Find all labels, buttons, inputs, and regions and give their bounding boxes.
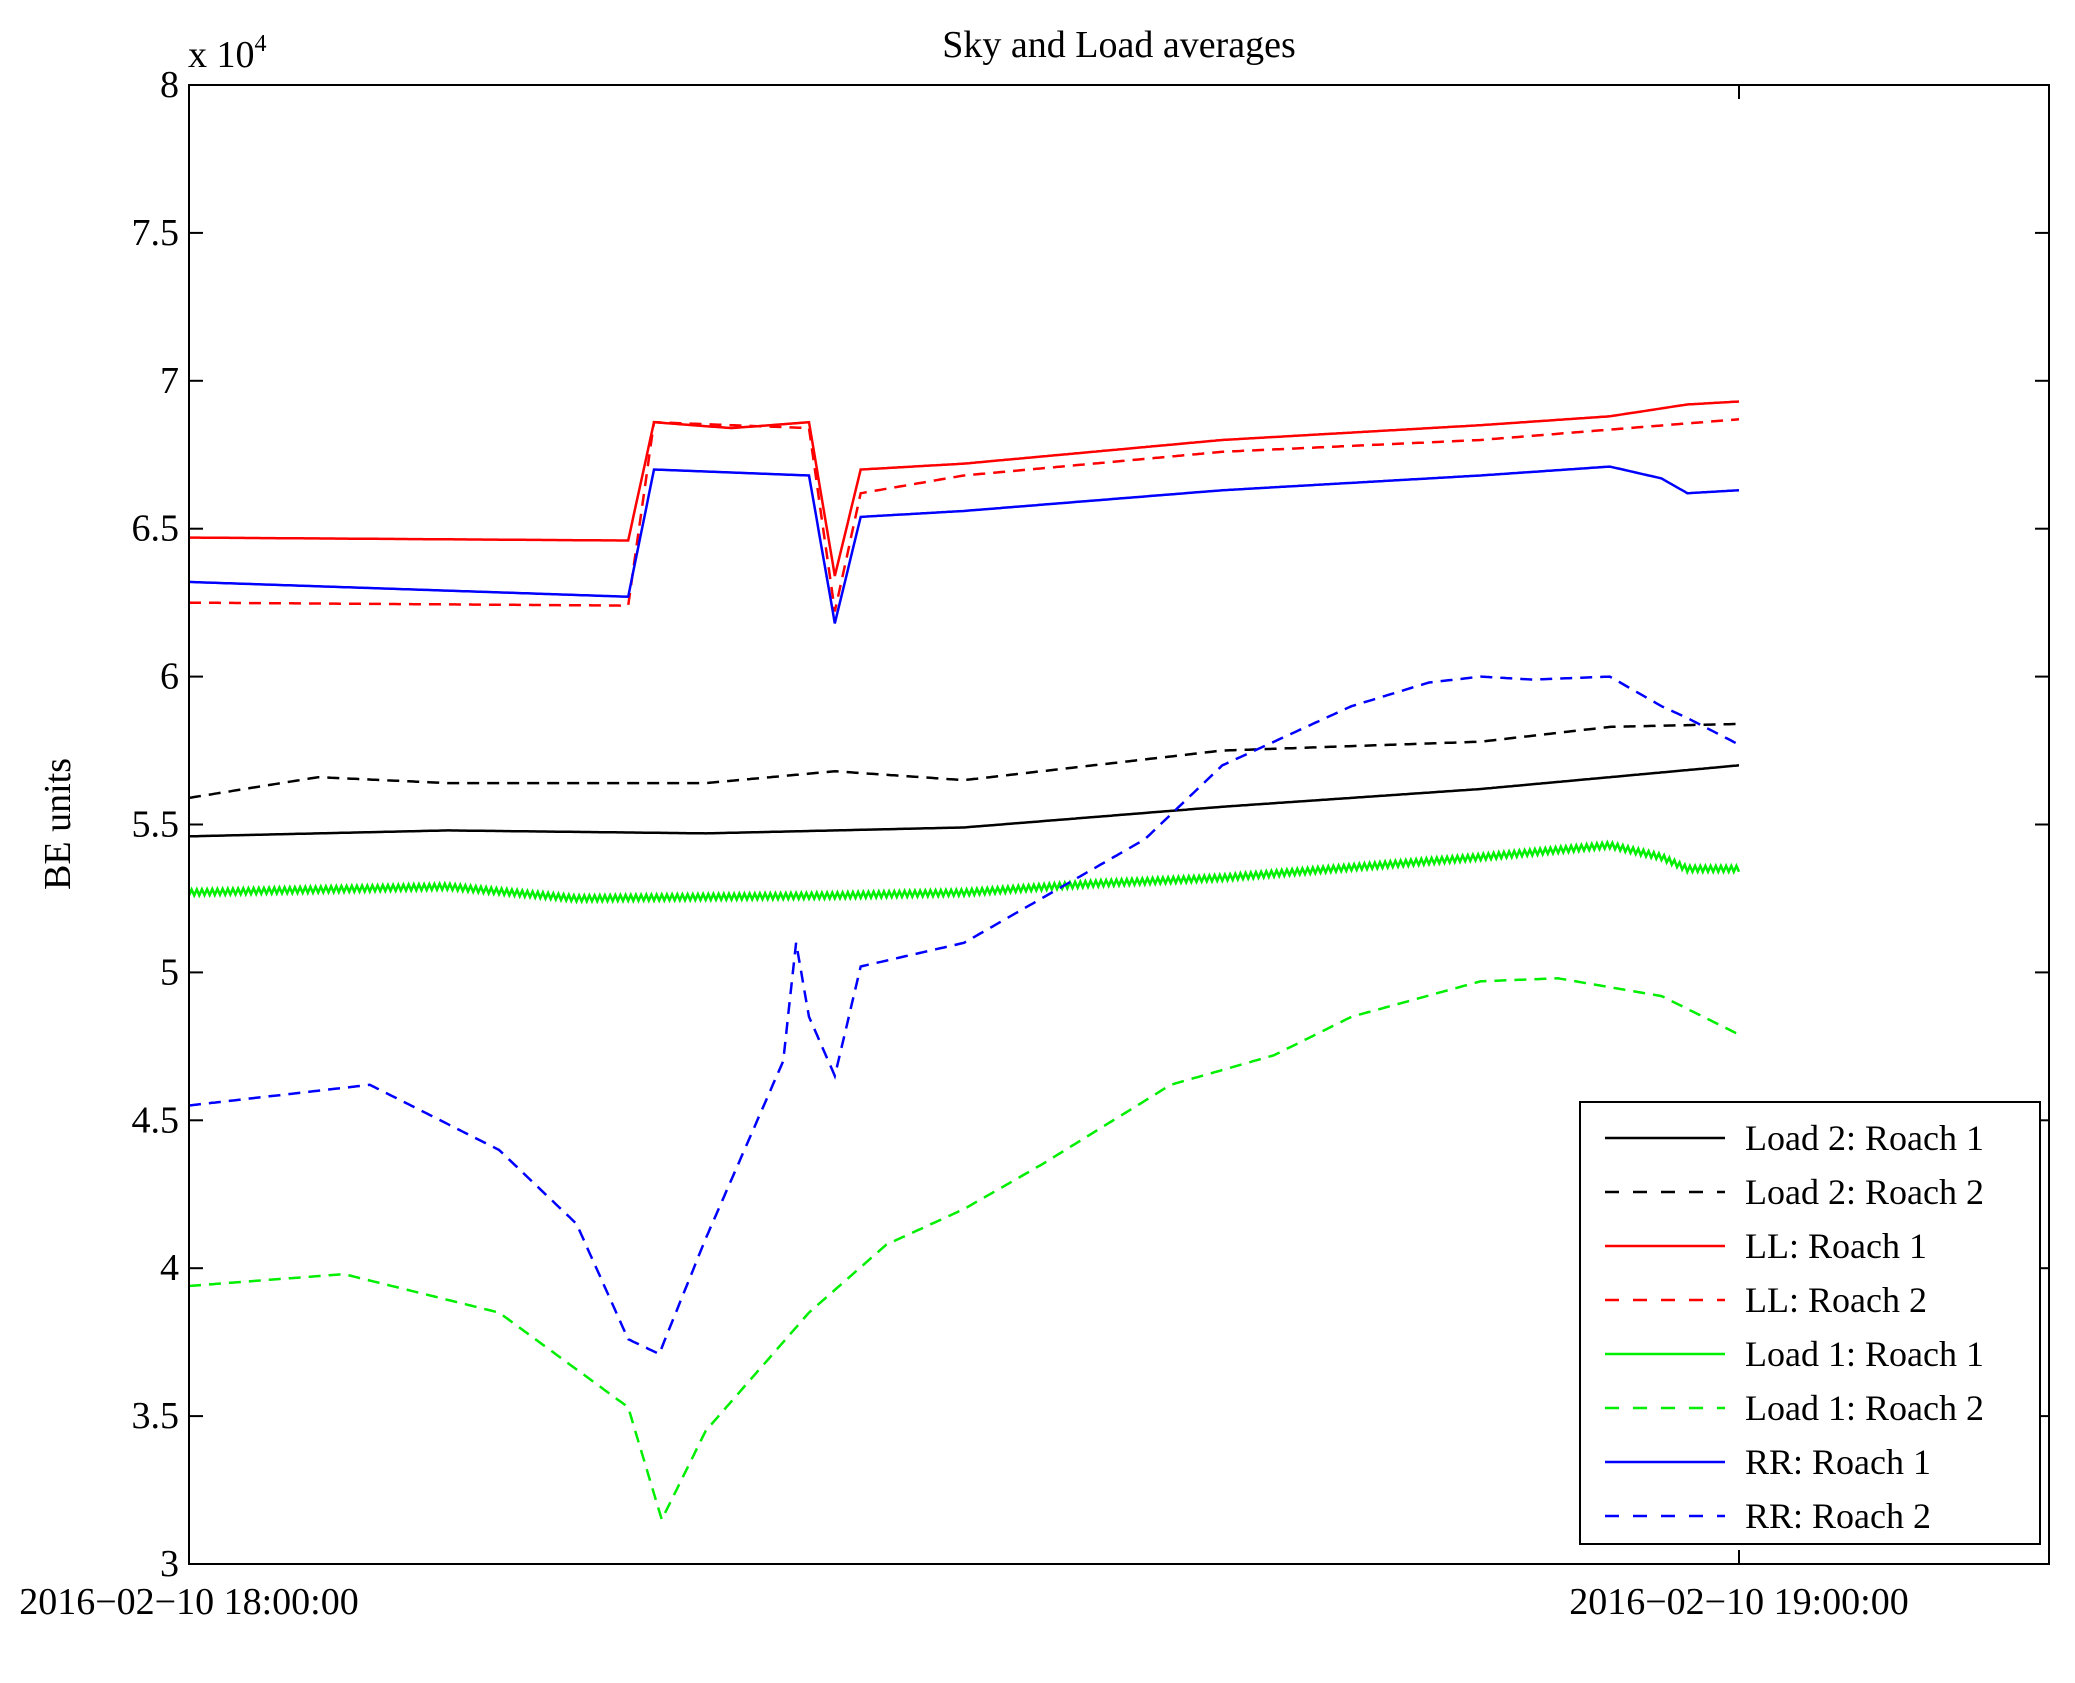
series-line <box>188 465 1740 624</box>
legend-label: RR: Roach 2 <box>1745 1496 1931 1536</box>
series-line <box>188 418 1740 612</box>
y-tick-label: 5 <box>160 951 179 993</box>
legend-label: LL: Roach 1 <box>1745 1226 1927 1266</box>
x-tick-label: 2016−02−10 19:00:00 <box>1569 1581 1908 1623</box>
y-tick-label: 6.5 <box>132 508 180 550</box>
legend-label: Load 1: Roach 1 <box>1745 1334 1984 1374</box>
legend-label: LL: Roach 2 <box>1745 1280 1927 1320</box>
chart-title: Sky and Load averages <box>942 24 1296 66</box>
legend-label: Load 2: Roach 2 <box>1745 1172 1984 1212</box>
series-layer <box>187 400 1741 1524</box>
y-multiplier-base: x 10 <box>188 34 255 76</box>
series-line <box>188 722 1740 800</box>
series-line <box>187 839 1741 905</box>
legend: Load 2: Roach 1 Load 2: Roach 2 LL: Roach … <box>1579 1101 2041 1545</box>
y-tick-label: 4.5 <box>132 1099 180 1141</box>
series-line <box>189 400 1740 577</box>
y-tick-label: 8 <box>160 64 179 106</box>
y-tick-label: 3 <box>160 1543 179 1585</box>
x-tick-label: 2016−02−10 18:00:00 <box>19 1581 358 1623</box>
legend-label: Load 2: Roach 1 <box>1745 1118 1984 1158</box>
y-multiplier-exponent: 4 <box>255 31 267 57</box>
y-multiplier-label: x 104 <box>188 31 267 76</box>
series-line <box>188 675 1740 1356</box>
ticks-layer: 3 3.5 4 4.5 5 5.5 6 6.5 7 7.5 8 2016−02−10 18:00:00… <box>19 64 2049 1623</box>
y-tick-label: 4 <box>160 1247 179 1289</box>
y-tick-label: 7.5 <box>132 212 180 254</box>
legend-label: RR: Roach 1 <box>1745 1442 1931 1482</box>
y-tick-label: 5.5 <box>132 804 180 846</box>
y-tick-label: 3.5 <box>132 1395 180 1437</box>
legend-box <box>1579 1101 2041 1545</box>
y-tick-label: 7 <box>160 360 179 402</box>
legend-label: Load 1: Roach 2 <box>1745 1388 1984 1428</box>
y-axis-label: BE units <box>37 758 79 890</box>
y-tick-label: 6 <box>160 656 179 698</box>
series-line <box>189 764 1740 838</box>
series-line <box>188 977 1740 1524</box>
